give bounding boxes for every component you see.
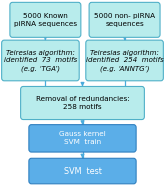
FancyBboxPatch shape [21,87,144,120]
FancyBboxPatch shape [29,125,136,152]
FancyBboxPatch shape [29,158,136,184]
Text: Gauss kernel
SVM  train: Gauss kernel SVM train [59,132,106,145]
Text: 5000 Known
piRNA sequences: 5000 Known piRNA sequences [14,13,77,27]
Text: Teiresias algorithm:
identified  254  motifs
(e.g. ‘ANNTG’): Teiresias algorithm: identified 254 moti… [86,50,164,71]
Text: 5000 non- piRNA
sequences: 5000 non- piRNA sequences [94,13,155,27]
FancyBboxPatch shape [10,2,81,37]
Text: Removal of redundancies:
258 motifs: Removal of redundancies: 258 motifs [36,96,129,110]
FancyBboxPatch shape [2,40,79,81]
Text: Teiresias algorithm:
identified  73  motifs
(e.g. ‘TGA’): Teiresias algorithm: identified 73 motif… [4,50,77,71]
FancyBboxPatch shape [86,40,163,81]
Text: SVM  test: SVM test [64,167,101,176]
FancyBboxPatch shape [89,2,160,37]
